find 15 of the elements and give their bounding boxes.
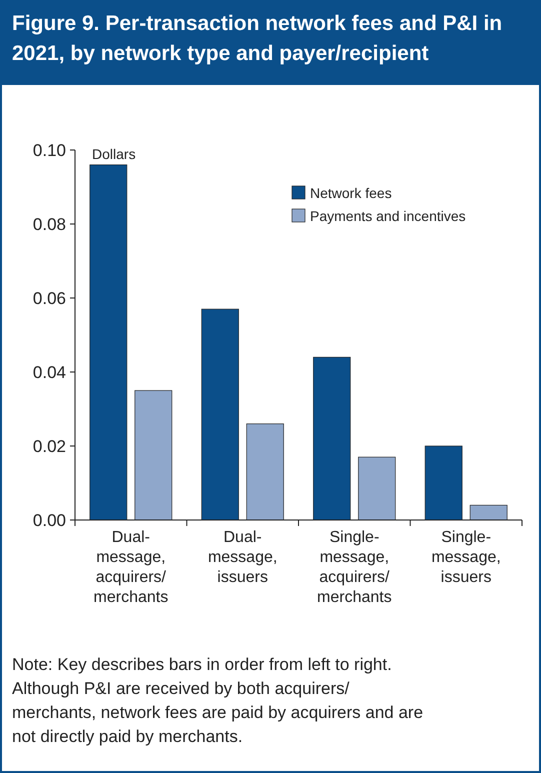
x-tick-label: Single- message, acquirers/ merchants <box>317 529 392 606</box>
y-tick-label: 0.04 <box>32 362 66 382</box>
y-tick-label: 0.02 <box>32 436 66 456</box>
y-tick-label: 0.10 <box>32 140 66 160</box>
x-tick-label: Single- message, issuers <box>431 529 501 586</box>
y-tick-label: 0.06 <box>32 288 66 308</box>
legend-label: Payments and incentives <box>310 208 466 224</box>
y-tick-label: 0.08 <box>32 214 66 234</box>
text: Note: Key describes bars in order from left to right. Although P&I are received by both acquirers/ merchants, network fees are paid by acquirers and are not directly paid by merchants. <box>12 655 424 746</box>
y-axis-title: Dollars <box>92 146 136 162</box>
legend-label: Network fees <box>310 184 392 201</box>
x-tick-label: Dual- message, issuers <box>208 529 278 586</box>
y-tick-label: 0.00 <box>32 510 66 530</box>
chart-title: Figure 9. Per-transaction network fees and P&I in 2021, by network type and payer/recipient <box>12 12 502 65</box>
x-tick-label: Dual- message, acquirers/ merchants <box>94 529 168 606</box>
